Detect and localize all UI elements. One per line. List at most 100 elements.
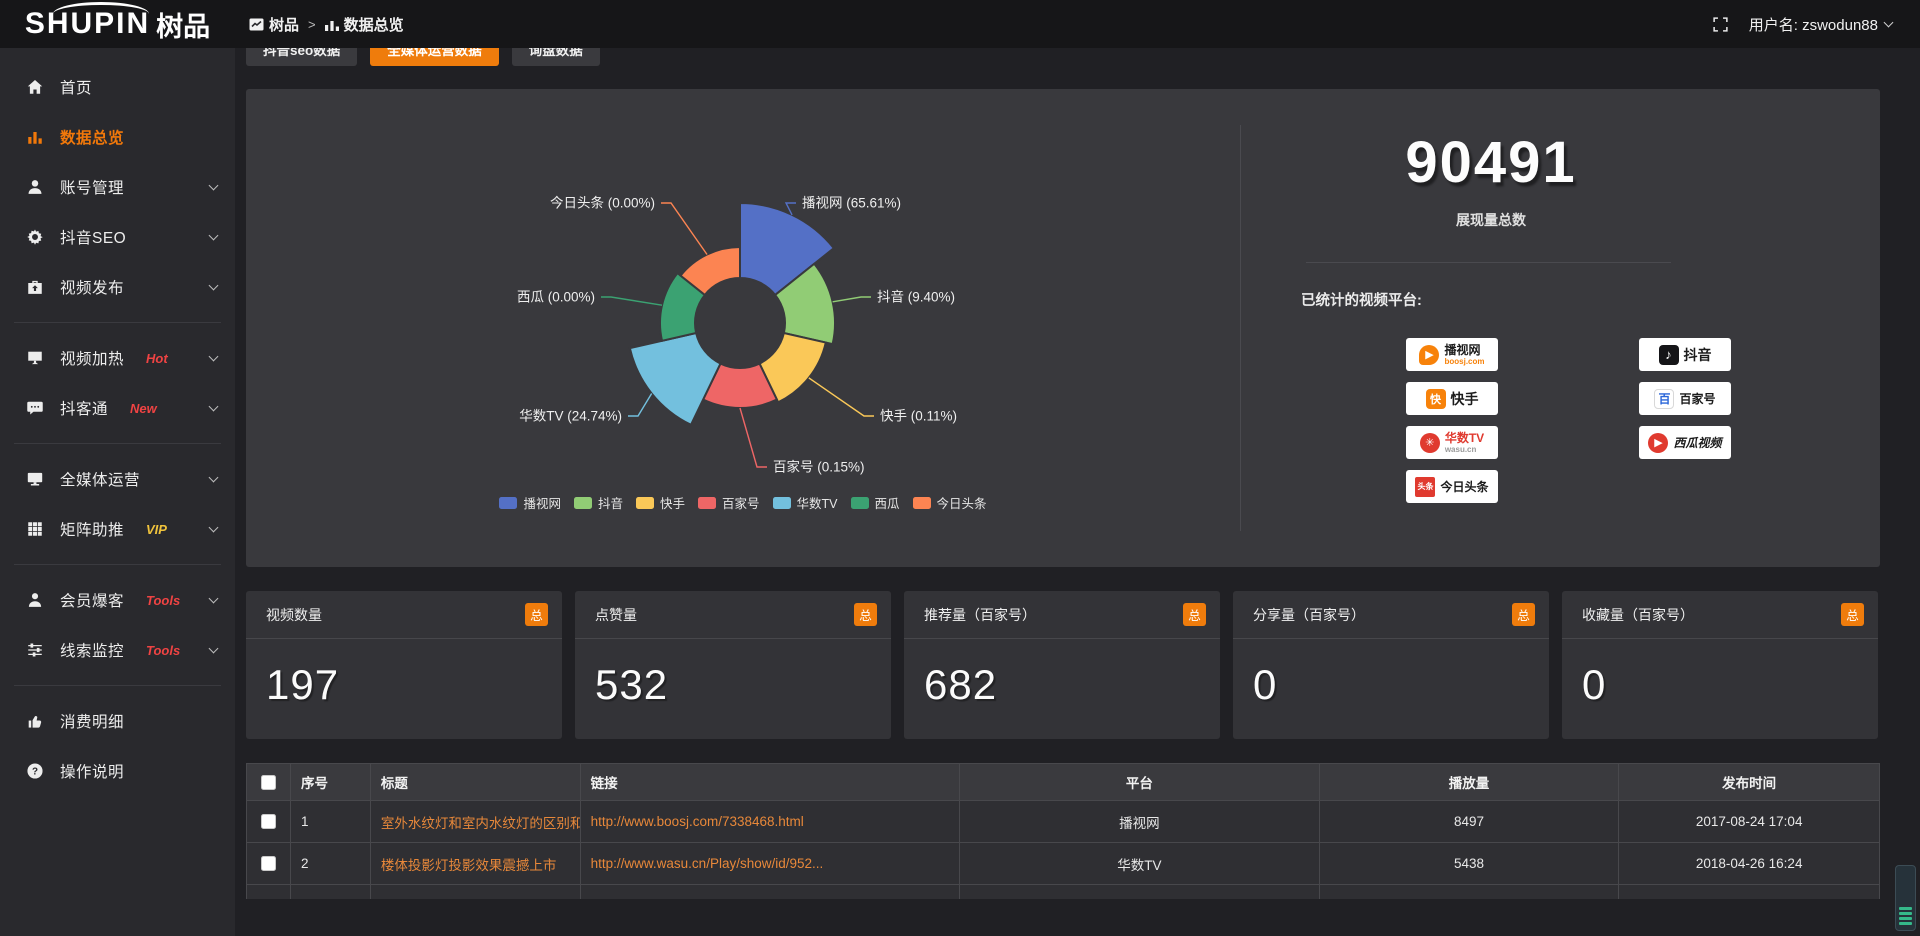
row-checkbox[interactable]: [260, 814, 276, 829]
pie-slice-今日头条[interactable]: [679, 245, 741, 297]
legend-label: 抖音: [597, 497, 623, 511]
sidebar-item-label: 线索监控: [60, 643, 125, 660]
legend-item-百家号[interactable]: 百家号: [698, 493, 760, 512]
stat-card-label: 推荐量（百家号）: [924, 606, 1036, 623]
home-icon: [27, 79, 43, 94]
legend-item-西瓜[interactable]: 西瓜: [850, 493, 900, 512]
grid-icon: [28, 522, 42, 536]
slice-label: 今日头条 (0.00%): [550, 195, 655, 211]
legend-label: 西瓜: [874, 497, 900, 511]
stat-card-value: 0: [1253, 661, 1278, 708]
total-badge[interactable]: 总: [854, 603, 877, 626]
sidebar-item-omni-media[interactable]: 全媒体运营: [0, 454, 235, 504]
panel-divider: [1240, 125, 1241, 531]
sidebar-item-matrix-boost[interactable]: 矩阵助推 VIP: [0, 504, 235, 554]
widget-bar-icon: [1899, 912, 1912, 915]
sidebar-item-operation-guide[interactable]: ? 操作说明: [0, 746, 235, 796]
label-leader-line: [661, 202, 708, 255]
legend-swatch: [912, 496, 931, 509]
sidebar-item-consumption-detail[interactable]: 消费明细: [0, 696, 235, 746]
impressions-total-label: 展现量总数: [1456, 212, 1526, 228]
total-badge[interactable]: 总: [1841, 603, 1864, 626]
stat-card-label: 收藏量（百家号）: [1582, 606, 1694, 623]
cell-url-link[interactable]: http://www.boosj.com/7338468.html: [581, 801, 961, 842]
cell-title-link[interactable]: 楼体投影灯投影效果震撼上市: [371, 843, 581, 884]
platform-sub: wasu.cn: [1444, 444, 1477, 454]
legend-item-播视网[interactable]: 播视网: [499, 493, 561, 512]
platform-badge-douyin: ♪ 抖音: [1639, 338, 1731, 371]
row-checkbox[interactable]: [260, 856, 276, 871]
fullscreen-icon[interactable]: [1712, 16, 1729, 33]
total-badge[interactable]: 总: [1512, 603, 1535, 626]
cell-url-link[interactable]: http://www.wasu.cn/Play/show/id/952...: [581, 843, 961, 884]
breadcrumb-root[interactable]: 树品: [249, 14, 299, 35]
logo-text: SHUPIN: [25, 2, 150, 39]
sidebar-item-clue-monitor[interactable]: 线索监控 Tools: [0, 625, 235, 675]
col-header-link: 链接: [581, 764, 961, 800]
sidebar-item-douketong[interactable]: 抖客通 New: [0, 383, 235, 433]
sidebar-item-home[interactable]: 首页: [0, 62, 235, 112]
sidebar-item-label: 视频加热: [60, 351, 125, 368]
platform-name: 快手: [1450, 390, 1479, 407]
logo-arc: [52, 2, 149, 14]
legend-item-今日头条[interactable]: 今日头条: [912, 493, 987, 512]
widget-bar-icon: [1899, 907, 1912, 910]
col-header-plays: 播放量: [1320, 764, 1620, 800]
breadcrumb-current-label: 数据总览: [343, 16, 404, 34]
platform-badge-kuaishou: 快 快手: [1406, 382, 1498, 415]
col-header-publish-time: 发布时间: [1722, 776, 1777, 791]
widget-bar-icon: [1899, 917, 1912, 920]
sidebar-divider: [14, 443, 221, 444]
legend-label: 今日头条: [936, 497, 987, 511]
total-badge[interactable]: 总: [1183, 603, 1206, 626]
chevron-down-icon: [208, 643, 219, 654]
breadcrumb-current[interactable]: 数据总览: [324, 14, 404, 35]
slice-label: 抖音 (9.40%): [877, 289, 955, 305]
pie-slice-西瓜[interactable]: [659, 271, 707, 342]
sidebar-item-data-overview[interactable]: 数据总览: [0, 112, 235, 162]
pie-slice-快手[interactable]: [758, 331, 827, 404]
chevron-down-icon: [208, 472, 219, 483]
cell-plays: 5438: [1320, 843, 1620, 884]
sidebar-item-video-publish[interactable]: 视频发布: [0, 262, 235, 312]
sidebar-item-member-baoke[interactable]: 会员爆客 Tools: [0, 575, 235, 625]
platform-badge-xigua: ▶ 西瓜视频: [1639, 426, 1731, 459]
legend-item-抖音[interactable]: 抖音: [573, 493, 623, 512]
app-logo[interactable]: SHUPIN 树品: [0, 2, 235, 44]
pie-slice-抖音[interactable]: [773, 262, 836, 346]
breadcrumb-separator: >: [308, 16, 316, 32]
sidebar-item-account-management[interactable]: 账号管理: [0, 162, 235, 212]
label-leader-line: [739, 407, 767, 468]
sliders-icon: [28, 643, 42, 657]
thumbs-up-icon: [28, 715, 42, 728]
total-badge[interactable]: 总: [525, 603, 548, 626]
baijiahao-logo-icon: 百: [1654, 388, 1675, 409]
platform-name: 抖音: [1683, 346, 1712, 363]
platform-name: 今日头条: [1440, 479, 1489, 494]
legend-item-快手[interactable]: 快手: [635, 493, 685, 512]
slice-label: 百家号 (0.15%): [773, 459, 865, 475]
floating-widget[interactable]: [1895, 865, 1916, 931]
cell-title-link[interactable]: 室外水纹灯和室内水纹灯的区别和简介: [371, 801, 581, 842]
col-header-title: 标题: [371, 764, 581, 800]
stat-card-label: 分享量（百家号）: [1253, 606, 1365, 623]
wasu-logo-icon: ✳: [1419, 432, 1440, 453]
user-menu[interactable]: 用户名: zswodun88: [1749, 14, 1894, 35]
trend-icon: [249, 18, 264, 30]
stat-cards: 视频数量 总 197 点赞量 总 532 推荐量（百家号） 总 682 分享量（百家号…: [246, 591, 1880, 739]
select-all-checkbox[interactable]: [260, 774, 276, 790]
sidebar-item-douyin-seo[interactable]: 抖音SEO: [0, 212, 235, 262]
pie-slice-播视网[interactable]: [739, 201, 836, 297]
legend-item-华数TV[interactable]: 华数TV: [772, 493, 838, 512]
slice-label: 快手 (0.11%): [880, 409, 957, 424]
cell-platform: 播视网: [960, 801, 1320, 842]
label-leader-line: [832, 296, 871, 303]
xigua-logo-icon: ▶: [1648, 432, 1669, 453]
table-header-row: 序号 标题 链接 平台 播放量 发布时间: [247, 764, 1879, 801]
sidebar-item-video-heating[interactable]: 视频加热 Hot: [0, 333, 235, 383]
pie-slice-华数TV[interactable]: [628, 331, 722, 427]
stat-card-value: 197: [266, 661, 340, 708]
platform-badge-toutiao: 头条 今日头条: [1406, 470, 1498, 503]
chevron-down-icon: [208, 351, 219, 362]
legend-label: 百家号: [722, 497, 760, 511]
